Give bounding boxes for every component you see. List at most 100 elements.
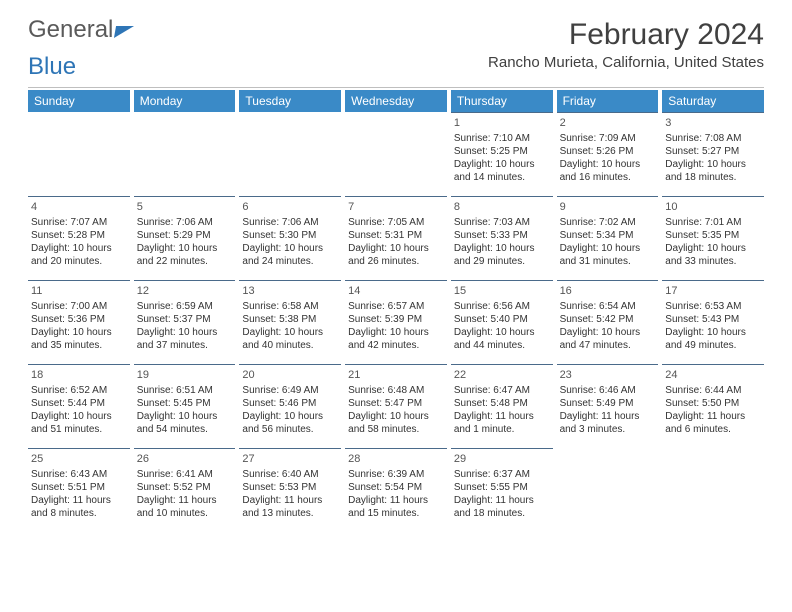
calendar-cell-empty — [28, 112, 130, 196]
sunrise-line: Sunrise: 6:53 AM — [665, 300, 761, 313]
calendar-cell: 4Sunrise: 7:07 AMSunset: 5:28 PMDaylight… — [28, 196, 130, 280]
sunset-line: Sunset: 5:55 PM — [454, 481, 550, 494]
daylight-line: Daylight: 10 hours and 31 minutes. — [560, 242, 656, 268]
daylight-line: Daylight: 10 hours and 35 minutes. — [31, 326, 127, 352]
sunset-line: Sunset: 5:48 PM — [454, 397, 550, 410]
sunrise-line: Sunrise: 6:56 AM — [454, 300, 550, 313]
day-number: 25 — [31, 452, 127, 466]
sunrise-line: Sunrise: 7:03 AM — [454, 216, 550, 229]
calendar-cell: 8Sunrise: 7:03 AMSunset: 5:33 PMDaylight… — [451, 196, 553, 280]
sunrise-line: Sunrise: 6:51 AM — [137, 384, 233, 397]
day-header: Friday — [557, 90, 659, 112]
calendar-cell: 5Sunrise: 7:06 AMSunset: 5:29 PMDaylight… — [134, 196, 236, 280]
logo-flag-icon — [114, 26, 134, 38]
daylight-line: Daylight: 11 hours and 6 minutes. — [665, 410, 761, 436]
day-number: 22 — [454, 368, 550, 382]
daylight-line: Daylight: 10 hours and 58 minutes. — [348, 410, 444, 436]
daylight-line: Daylight: 11 hours and 10 minutes. — [137, 494, 233, 520]
day-number: 17 — [665, 284, 761, 298]
day-number: 29 — [454, 452, 550, 466]
day-number: 3 — [665, 116, 761, 130]
calendar-cell: 29 Sunrise: 6:37 AMSunset: 5:55 PMDayligh… — [451, 448, 553, 532]
sunset-line: Sunset: 5:50 PM — [665, 397, 761, 410]
calendar-cell-empty — [239, 112, 341, 196]
day-number: 6 — [242, 200, 338, 214]
calendar-grid: SundayMondayTuesdayWednesdayThursdayFrid… — [28, 90, 764, 532]
sunrise-line: Sunrise: 7:06 AM — [242, 216, 338, 229]
calendar-cell: 19Sunrise: 6:51 AMSunset: 5:45 PMDayligh… — [134, 364, 236, 448]
daylight-line: Daylight: 10 hours and 20 minutes. — [31, 242, 127, 268]
sunrise-line: Sunrise: 6:54 AM — [560, 300, 656, 313]
daylight-line: Daylight: 10 hours and 54 minutes. — [137, 410, 233, 436]
calendar-cell: 24Sunrise: 6:44 AMSunset: 5:50 PMDayligh… — [662, 364, 764, 448]
daylight-line: Daylight: 11 hours and 13 minutes. — [242, 494, 338, 520]
sunset-line: Sunset: 5:28 PM — [31, 229, 127, 242]
sunrise-line: Sunrise: 7:10 AM — [454, 132, 550, 145]
sunrise-line: Sunrise: 7:00 AM — [31, 300, 127, 313]
day-number: 24 — [665, 368, 761, 382]
sunset-line: Sunset: 5:29 PM — [137, 229, 233, 242]
day-header: Monday — [134, 90, 236, 112]
daylight-line: Daylight: 10 hours and 29 minutes. — [454, 242, 550, 268]
calendar-cell: 7Sunrise: 7:05 AMSunset: 5:31 PMDaylight… — [345, 196, 447, 280]
daylight-line: Daylight: 10 hours and 26 minutes. — [348, 242, 444, 268]
day-number: 23 — [560, 368, 656, 382]
sunrise-line: Sunrise: 7:08 AM — [665, 132, 761, 145]
day-number: 15 — [454, 284, 550, 298]
sunrise-line: Sunrise: 7:02 AM — [560, 216, 656, 229]
calendar-cell-empty — [557, 448, 659, 532]
daylight-line: Daylight: 11 hours and 1 minute. — [454, 410, 550, 436]
header-divider — [28, 87, 764, 88]
calendar-cell: 28Sunrise: 6:39 AMSunset: 5:54 PMDayligh… — [345, 448, 447, 532]
brand-logo: General — [28, 18, 133, 42]
daylight-line: Daylight: 11 hours and 18 minutes. — [454, 494, 550, 520]
sunset-line: Sunset: 5:51 PM — [31, 481, 127, 494]
sunset-line: Sunset: 5:42 PM — [560, 313, 656, 326]
daylight-line: Daylight: 10 hours and 47 minutes. — [560, 326, 656, 352]
calendar-cell: 6Sunrise: 7:06 AMSunset: 5:30 PMDaylight… — [239, 196, 341, 280]
sunrise-line: Sunrise: 6:37 AM — [454, 468, 550, 481]
daylight-line: Daylight: 10 hours and 37 minutes. — [137, 326, 233, 352]
day-number: 13 — [242, 284, 338, 298]
calendar-cell-empty — [662, 448, 764, 532]
sunrise-line: Sunrise: 6:39 AM — [348, 468, 444, 481]
calendar-cell: 17Sunrise: 6:53 AMSunset: 5:43 PMDayligh… — [662, 280, 764, 364]
daylight-line: Daylight: 11 hours and 15 minutes. — [348, 494, 444, 520]
calendar-cell: 10Sunrise: 7:01 AMSunset: 5:35 PMDayligh… — [662, 196, 764, 280]
calendar-page: General February 2024 Rancho Murieta, Ca… — [0, 0, 792, 544]
daylight-line: Daylight: 10 hours and 16 minutes. — [560, 158, 656, 184]
sunrise-line: Sunrise: 6:48 AM — [348, 384, 444, 397]
day-number: 7 — [348, 200, 444, 214]
day-number: 26 — [137, 452, 233, 466]
sunset-line: Sunset: 5:34 PM — [560, 229, 656, 242]
calendar-cell: 11Sunrise: 7:00 AMSunset: 5:36 PMDayligh… — [28, 280, 130, 364]
day-header: Tuesday — [239, 90, 341, 112]
sunrise-line: Sunrise: 6:59 AM — [137, 300, 233, 313]
day-number: 16 — [560, 284, 656, 298]
sunset-line: Sunset: 5:36 PM — [31, 313, 127, 326]
calendar-cell: 20Sunrise: 6:49 AMSunset: 5:46 PMDayligh… — [239, 364, 341, 448]
calendar-cell-empty — [134, 112, 236, 196]
calendar-cell: 16 Sunrise: 6:54 AMSunset: 5:42 PMDayligh… — [557, 280, 659, 364]
sunset-line: Sunset: 5:45 PM — [137, 397, 233, 410]
day-number: 21 — [348, 368, 444, 382]
day-number: 18 — [31, 368, 127, 382]
sunset-line: Sunset: 5:27 PM — [665, 145, 761, 158]
daylight-line: Daylight: 11 hours and 8 minutes. — [31, 494, 127, 520]
day-header: Saturday — [662, 90, 764, 112]
sunset-line: Sunset: 5:52 PM — [137, 481, 233, 494]
calendar-cell: 18Sunrise: 6:52 AMSunset: 5:44 PMDayligh… — [28, 364, 130, 448]
day-number: 20 — [242, 368, 338, 382]
sunrise-line: Sunrise: 7:07 AM — [31, 216, 127, 229]
sunset-line: Sunset: 5:37 PM — [137, 313, 233, 326]
day-number: 2 — [560, 116, 656, 130]
calendar-cell: 1Sunrise: 7:10 AMSunset: 5:25 PMDaylight… — [451, 112, 553, 196]
sunrise-line: Sunrise: 6:47 AM — [454, 384, 550, 397]
day-number: 8 — [454, 200, 550, 214]
daylight-line: Daylight: 10 hours and 14 minutes. — [454, 158, 550, 184]
sunset-line: Sunset: 5:46 PM — [242, 397, 338, 410]
calendar-cell: 21Sunrise: 6:48 AMSunset: 5:47 PMDayligh… — [345, 364, 447, 448]
sunset-line: Sunset: 5:49 PM — [560, 397, 656, 410]
day-number: 12 — [137, 284, 233, 298]
day-number: 9 — [560, 200, 656, 214]
